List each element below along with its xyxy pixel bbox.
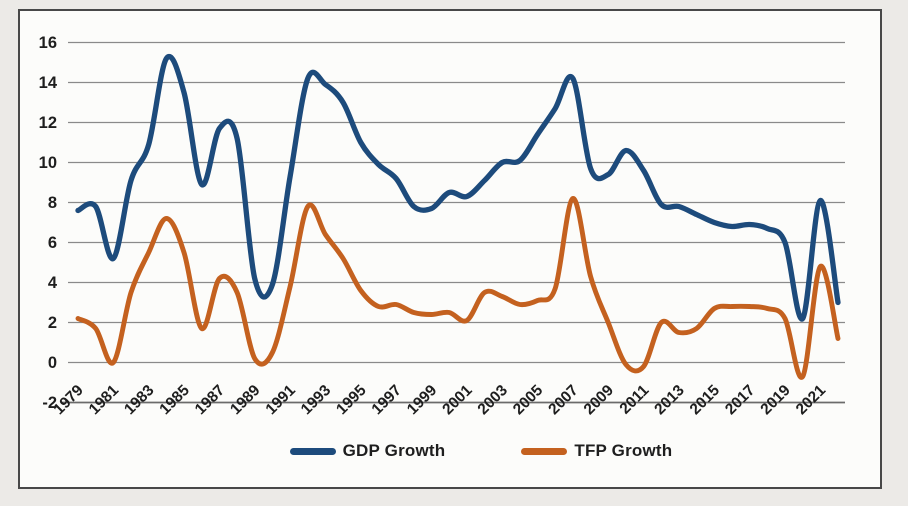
- tfp-growth-line: [75, 196, 841, 380]
- y-axis-tick-label: 10: [39, 154, 57, 172]
- y-axis-tick-label: 14: [39, 74, 58, 92]
- gdp-growth-line: [75, 53, 841, 322]
- legend-item-tfp-growth: TFP Growth: [521, 441, 672, 461]
- y-axis-tick-label: 6: [48, 234, 57, 252]
- x-axis-tick-label: 1985: [156, 382, 193, 419]
- x-axis-tick-label: 2005: [510, 382, 547, 419]
- x-axis-tick-label: 2011: [617, 382, 653, 418]
- x-axis-tick-label: 1979: [50, 382, 87, 419]
- x-axis-tick-label: 1999: [404, 382, 441, 419]
- tfp-line-swatch: [521, 447, 568, 455]
- y-axis-tick-label: -2: [42, 394, 57, 412]
- gdp-line-swatch: [289, 447, 336, 455]
- legend-label-tfp-growth: TFP Growth: [574, 441, 673, 460]
- x-axis-tick-label: 2013: [651, 382, 688, 419]
- x-axis-tick-label: 2003: [475, 382, 512, 419]
- legend-item-gdp-growth: GDP Growth: [289, 441, 446, 461]
- x-axis-tick-label: 2007: [545, 382, 581, 418]
- x-axis-tick-label: 1995: [333, 382, 370, 419]
- x-axis-tick-label: 1981: [86, 382, 123, 419]
- x-axis-tick-label: 1989: [227, 382, 264, 419]
- series-layer: [75, 53, 841, 380]
- y-axis-tick-label: 4: [48, 274, 58, 292]
- y-axis-tick-label: 8: [48, 194, 57, 212]
- chart-frame: [18, 9, 882, 489]
- y-axis-tick-label: 16: [39, 34, 57, 52]
- gridlines-layer: [62, 41, 845, 404]
- y-axis-tick-label: 0: [48, 354, 57, 372]
- legend-label-gdp-growth: GDP Growth: [342, 441, 446, 460]
- x-axis-tick-label: 2009: [581, 382, 618, 419]
- x-axis-tick-label: 2019: [757, 382, 794, 419]
- y-axis-tick-label: 2: [48, 314, 57, 332]
- x-axis-tick-label: 1997: [369, 382, 405, 418]
- chart-legend: GDP Growth TFP Growth: [0, 441, 908, 461]
- y-axis-tick-label: 12: [39, 114, 57, 132]
- x-axis-tick-label: 2017: [722, 382, 758, 418]
- x-axis-tick-label: 1983: [121, 382, 158, 419]
- x-axis-tick-label: 2015: [687, 382, 724, 419]
- x-axis-tick-label: 2001: [439, 382, 476, 419]
- x-axis-tick-label: 2021: [793, 382, 830, 419]
- x-axis-tick-label: 1991: [263, 382, 300, 419]
- x-axis-tick-label: 1987: [192, 382, 228, 418]
- x-axis-tick-label: 1993: [298, 382, 335, 419]
